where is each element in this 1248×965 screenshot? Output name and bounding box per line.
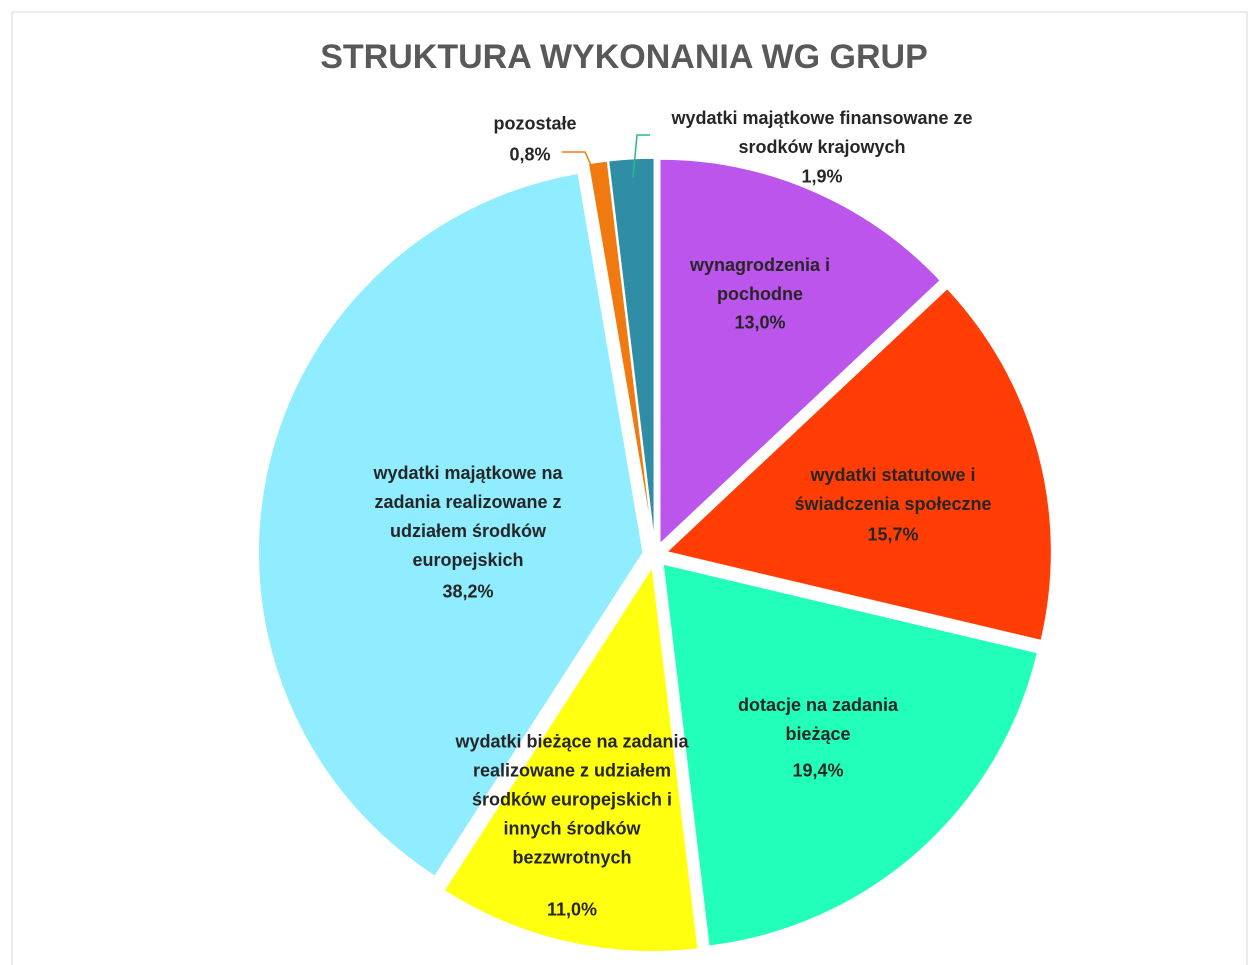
slice-value-label: 0,8%	[509, 144, 551, 165]
slice-value-label: 38,2%	[442, 581, 494, 602]
pie-slice	[659, 158, 942, 546]
pie-slice	[662, 562, 1039, 948]
pie-slice	[587, 160, 655, 544]
slice-label: wydatki majątkowe na zadania realizowane…	[373, 463, 563, 570]
slice-label: wydatki bieżące na zadania realizowane z…	[455, 731, 689, 868]
slice-label: wydatki statutowe i świadczenia społeczn…	[794, 465, 992, 514]
slice-value-label: 13,0%	[734, 312, 786, 333]
pie-slice	[607, 157, 656, 544]
leader-line	[562, 151, 600, 184]
slice-value-label: 1,9%	[801, 166, 843, 187]
slice-label: pozostałe	[493, 113, 577, 134]
pie-slice	[257, 172, 645, 878]
slice-value-label: 19,4%	[792, 760, 844, 781]
slice-value-label: 15,7%	[867, 524, 919, 545]
pie-slice	[665, 287, 1053, 642]
slice-label: wynagrodzenia i pochodne	[689, 255, 831, 304]
slice-value-label: 11,0%	[546, 899, 598, 920]
leader-line	[632, 134, 650, 179]
pie-slice	[442, 564, 699, 953]
slice-label: dotacje na zadania bieżące	[737, 695, 899, 744]
chart-title: STRUKTURA WYKONANIA WG GRUP	[320, 38, 928, 76]
slice-label: wydatki majątkowe finansowane ze srodków…	[671, 108, 973, 157]
